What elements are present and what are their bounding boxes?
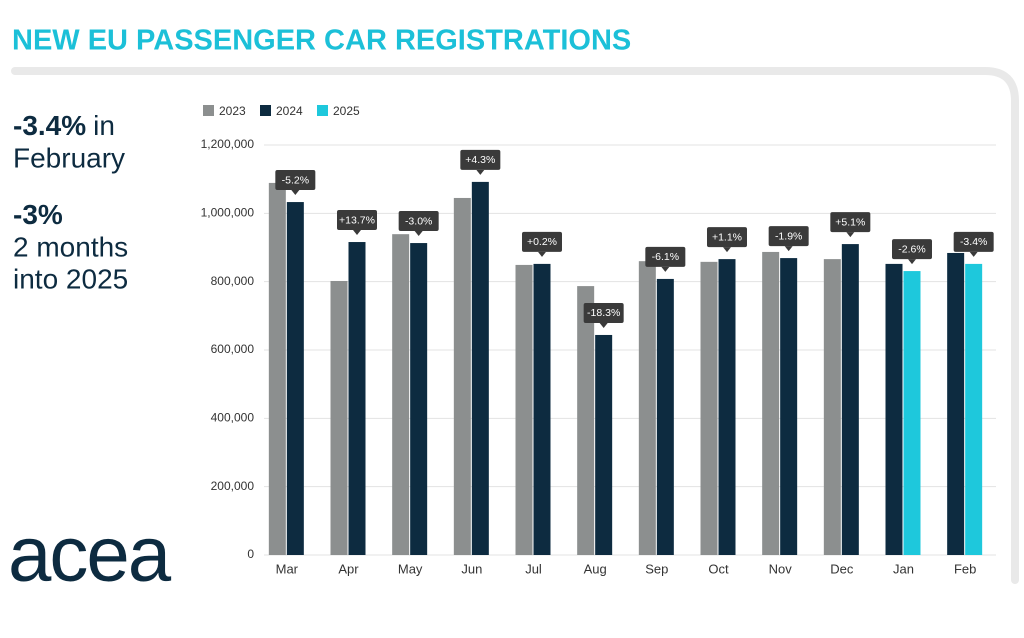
- stat-headline: -3.4% in: [13, 110, 115, 141]
- change-callout: [398, 211, 439, 232]
- bar: [885, 263, 903, 555]
- change-callout: [275, 170, 316, 191]
- change-callout: [830, 212, 871, 233]
- bar: [392, 234, 410, 556]
- legend-label: 2024: [276, 104, 303, 118]
- change-label: +13.7%: [339, 214, 375, 226]
- x-tick-label: Jul: [525, 561, 542, 576]
- y-tick-label: 0: [247, 547, 254, 561]
- callout-pointer: [538, 251, 546, 257]
- change-label: -18.3%: [587, 307, 620, 319]
- bar: [577, 286, 595, 555]
- change-callout: [768, 226, 809, 247]
- bar: [762, 251, 780, 556]
- chart: 0 200,000 400,000 600,000 800,000 1,000,000 1,…: [201, 104, 996, 576]
- change-label: +4.3%: [465, 154, 495, 166]
- bar: [471, 181, 489, 555]
- x-tick-label: Dec: [830, 561, 854, 576]
- change-label: -3.0%: [405, 215, 432, 227]
- title: NEW EU PASSENGER CAR REGISTRATIONS: [12, 25, 631, 57]
- bar: [453, 197, 471, 556]
- change-label: -6.1%: [652, 251, 679, 263]
- change-callout: [583, 302, 624, 323]
- legend-swatch: [203, 105, 214, 116]
- change-callout: [707, 227, 747, 248]
- bar: [348, 242, 366, 556]
- change-callout: [522, 231, 562, 252]
- y-tick-label: 600,000: [211, 342, 255, 356]
- stat-text: into 2025: [13, 263, 128, 294]
- bar: [947, 252, 965, 555]
- callout-pointer: [599, 322, 608, 328]
- callout-pointer: [476, 169, 485, 175]
- callout-pointer: [784, 246, 793, 252]
- bar: [533, 263, 551, 555]
- callout-pointer: [908, 259, 916, 265]
- bar: [595, 334, 613, 555]
- bar: [823, 259, 841, 555]
- bar: [903, 271, 921, 555]
- callout-pointer: [353, 230, 361, 236]
- bar: [638, 261, 656, 555]
- x-tick-label: Sep: [645, 561, 668, 576]
- callout-pointer: [414, 231, 423, 237]
- change-label: -5.2%: [282, 174, 309, 186]
- x-tick-label: Aug: [584, 561, 607, 576]
- x-tick-label: Jan: [893, 561, 914, 576]
- stat-headline: -3%: [13, 199, 63, 230]
- bar: [330, 280, 348, 555]
- x-tick-label: Jun: [461, 561, 482, 576]
- y-tick-label: 400,000: [211, 411, 255, 425]
- bar: [410, 243, 428, 555]
- y-tick-label: 200,000: [211, 479, 255, 493]
- change-label: -3.4%: [960, 236, 987, 248]
- y-tick-label: 1,000,000: [201, 206, 255, 220]
- stat-figure: -3%: [13, 199, 63, 230]
- x-tick-label: Feb: [954, 561, 976, 576]
- bar: [656, 278, 674, 555]
- x-tick-label: Nov: [769, 561, 793, 576]
- y-tick-label: 1,200,000: [201, 137, 255, 151]
- bar: [286, 202, 304, 555]
- change-label: +0.2%: [527, 236, 557, 248]
- card-border: [11, 67, 1019, 584]
- bar: [780, 258, 798, 555]
- legend-swatch: [317, 105, 328, 116]
- bar: [841, 244, 859, 556]
- callout-pointer: [969, 251, 978, 257]
- legend-label: 2025: [333, 104, 360, 118]
- x-tick-label: Apr: [338, 561, 359, 576]
- bar: [965, 263, 983, 555]
- x-tick-label: May: [398, 561, 423, 576]
- stat-text: 2 months: [13, 231, 128, 262]
- change-callout: [645, 246, 686, 267]
- callout-pointer: [661, 266, 670, 272]
- stat-text: February: [13, 142, 125, 173]
- change-callout: [460, 149, 501, 170]
- logo: acea: [8, 510, 172, 598]
- change-callout: [953, 231, 994, 252]
- change-label: -1.9%: [775, 230, 802, 242]
- callout-pointer: [846, 232, 855, 238]
- bar: [515, 264, 533, 555]
- stat-figure: -3.4%: [13, 110, 86, 141]
- x-tick-label: Oct: [708, 561, 729, 576]
- bar: [718, 259, 736, 555]
- bar: [268, 182, 286, 556]
- x-tick-label: Mar: [276, 561, 299, 576]
- change-label: -2.6%: [898, 243, 925, 255]
- change-label: +5.1%: [835, 216, 865, 228]
- bar: [700, 261, 718, 555]
- callout-pointer: [291, 190, 300, 196]
- change-label: +1.1%: [712, 231, 742, 243]
- stat-text: in: [93, 110, 115, 141]
- y-tick-label: 800,000: [211, 274, 255, 288]
- legend-label: 2023: [219, 104, 246, 118]
- change-callout: [337, 210, 377, 231]
- legend-swatch: [260, 105, 271, 116]
- change-callout: [892, 239, 932, 260]
- callout-pointer: [723, 247, 731, 253]
